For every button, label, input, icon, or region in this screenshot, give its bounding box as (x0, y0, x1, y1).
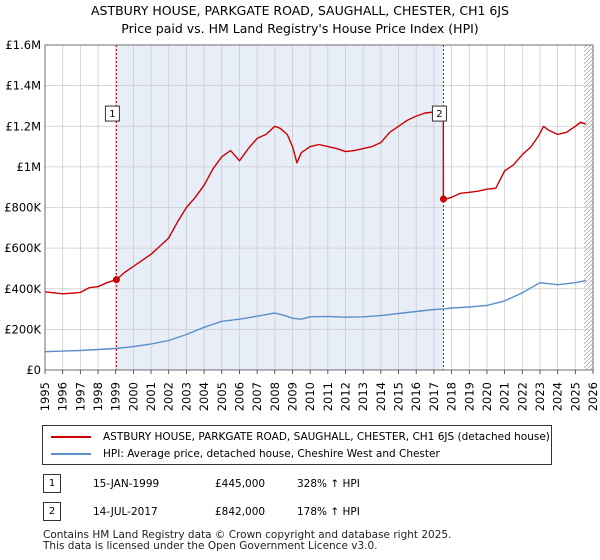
x-tick-label: 2023 (533, 382, 547, 411)
sale-date-2: 14-JUL-2017 (93, 506, 158, 518)
x-tick-label: 2019 (462, 382, 476, 411)
sale-2-label-box (431, 105, 447, 122)
sale-hpi-change-2: 178% ↑ HPI (297, 506, 360, 518)
legend-item-hpi: HPI: Average price, detached house, Ches… (51, 446, 440, 462)
x-tick-label: 1998 (91, 382, 105, 411)
x-tick-label: 2010 (303, 382, 317, 411)
hpi-line (44, 279, 587, 353)
x-tick-label: 2020 (480, 382, 494, 411)
x-tick-label: 1996 (56, 382, 70, 411)
plot-frame (44, 44, 594, 371)
sale-price-2: £842,000 (215, 506, 266, 518)
x-tick-label: 2007 (250, 382, 264, 411)
x-tick-label: 2017 (427, 382, 441, 411)
footer-license: This data is licensed under the Open Gov… (43, 540, 378, 552)
x-tick-label: 2024 (551, 382, 565, 411)
sale-row-1: 1 15-JAN-1999 £445,000 328% ↑ HPI (43, 474, 563, 494)
sale-2-label: 2 (436, 109, 442, 120)
x-tick-label: 2015 (392, 382, 406, 411)
chart-title-block: ASTBURY HOUSE, PARKGATE ROAD, SAUGHALL, … (0, 2, 600, 38)
y-tick-label: £1M (16, 160, 41, 174)
x-tick-label: 1999 (109, 382, 123, 411)
property-price-line (44, 110, 587, 295)
y-tick-label: £800K (4, 201, 41, 215)
sale-date-1: 15-JAN-1999 (93, 478, 160, 490)
y-tick-label: £400K (4, 282, 41, 296)
sale-number-2: 2 (43, 502, 61, 521)
x-tick-label: 2013 (356, 382, 370, 411)
footer-copyright: Contains HM Land Registry data © Crown c… (43, 529, 452, 541)
x-tick-label: 2001 (144, 382, 158, 411)
y-tick-label: £0 (26, 363, 41, 377)
chart-subtitle: Price paid vs. HM Land Registry's House … (121, 21, 479, 36)
chart-title: ASTBURY HOUSE, PARKGATE ROAD, SAUGHALL, … (90, 3, 509, 18)
x-tick-label: 1997 (73, 382, 87, 411)
y-tick-label: £600K (4, 241, 41, 255)
sale-1-marker (112, 276, 120, 284)
x-tick-label: 2004 (197, 382, 211, 411)
sale-number-1: 1 (43, 474, 61, 493)
x-tick-label: 2016 (409, 382, 423, 411)
y-tick-label: £1.2M (5, 119, 41, 133)
y-tick-label: £1.4M (5, 79, 41, 93)
sale-1-label-box (104, 105, 120, 122)
x-tick-label: 2011 (321, 382, 335, 411)
sale-hpi-change-1: 328% ↑ HPI (297, 478, 360, 490)
legend-label-property: ASTBURY HOUSE, PARKGATE ROAD, SAUGHALL, … (103, 431, 550, 443)
legend-swatch-hpi (51, 453, 91, 455)
x-tick-label: 1995 (38, 382, 52, 411)
x-tick-label: 2002 (162, 382, 176, 411)
sale-2-marker (439, 195, 447, 203)
chart-area: 1 2 £0 £200K £400K £600K £800K £1M £1.2M £1.4M £1… (4, 38, 600, 411)
x-tick-label: 2000 (126, 382, 140, 411)
x-tick-label: 2005 (215, 382, 229, 411)
x-tick-label: 2012 (339, 382, 353, 411)
y-tick-label: £200K (4, 322, 41, 336)
legend-swatch-property (51, 436, 91, 438)
y-tick-label: £1.6M (5, 38, 41, 52)
x-tick-label: 2021 (498, 382, 512, 411)
x-tick-label: 2009 (285, 382, 299, 411)
x-tick-label: 2026 (586, 382, 600, 411)
sale-1-label: 1 (109, 109, 115, 120)
x-tick-label: 2003 (179, 382, 193, 411)
sale-price-1: £445,000 (215, 478, 266, 490)
x-tick-label: 2022 (515, 382, 529, 411)
x-tick-label: 2006 (232, 382, 246, 411)
footer: Contains HM Land Registry data © Crown c… (43, 530, 451, 552)
x-tick-label: 2014 (374, 382, 388, 411)
x-tick-label: 2025 (568, 382, 582, 411)
x-tick-label: 2008 (268, 382, 282, 411)
legend-label-hpi: HPI: Average price, detached house, Ches… (103, 448, 440, 460)
sale-row-2: 2 14-JUL-2017 £842,000 178% ↑ HPI (43, 502, 563, 522)
legend-item-property: ASTBURY HOUSE, PARKGATE ROAD, SAUGHALL, … (51, 429, 550, 445)
x-tick-label: 2018 (445, 382, 459, 411)
legend: ASTBURY HOUSE, PARKGATE ROAD, SAUGHALL, … (42, 425, 552, 465)
